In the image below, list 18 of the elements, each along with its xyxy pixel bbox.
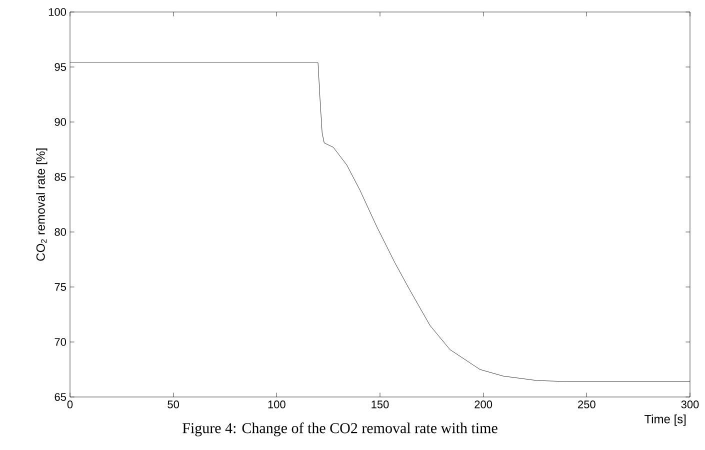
y-axis-title: CO$_{2}$ removal rate [%] [36,148,48,261]
caption: Figure 4: Change of the CO2 removal rate with time [182,422,498,436]
x-tick-label: 150 [372,400,389,408]
x-tick-label: 300 [681,400,699,408]
y-tick-label: 80 [54,228,66,236]
x-tick-label: 250 [578,400,596,408]
y-tick-label: 100 [48,8,66,16]
y-tick-label: 65 [54,393,66,401]
y-tick-label: 70 [54,338,66,346]
x-tick-label: 200 [474,400,492,408]
x-tick-label: 100 [268,400,286,408]
y-tick-label: 75 [54,283,66,291]
y-tick-label: 95 [54,63,66,71]
y-tick-label: 90 [54,118,66,126]
y-tick-label: 85 [54,173,66,181]
x-tick-label: 0 [67,400,73,408]
x-axis-title: Time [s] [644,414,686,426]
x-tick-label: 50 [168,400,180,408]
